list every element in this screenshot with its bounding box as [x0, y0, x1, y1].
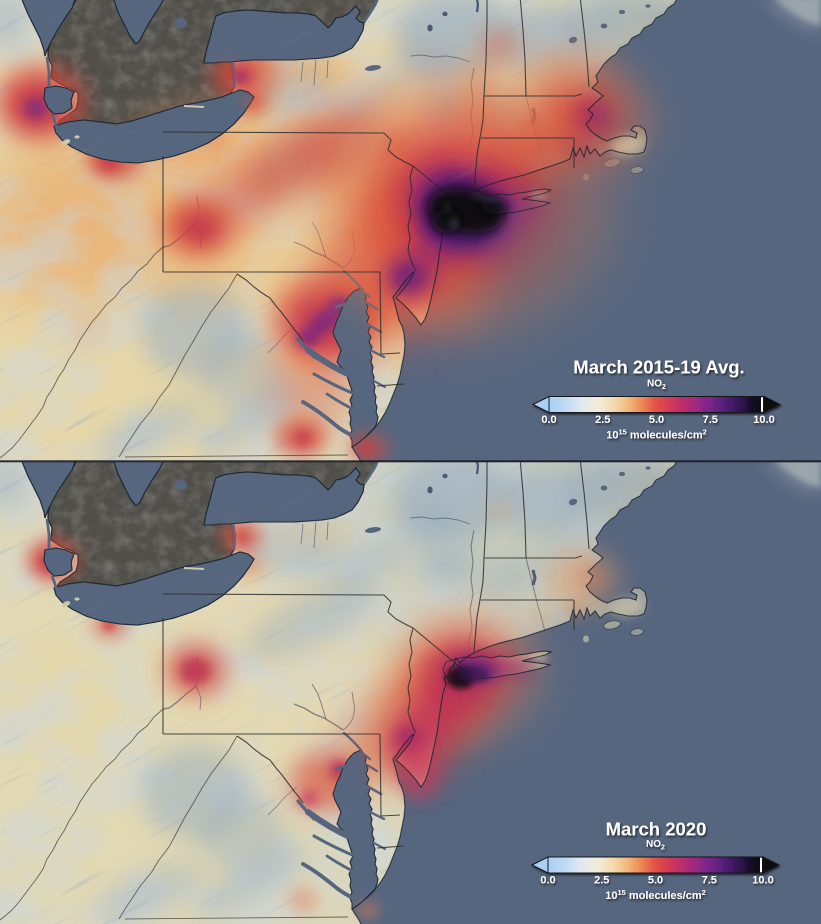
svg-text:March 2015-19 Avg.: March 2015-19 Avg.	[573, 357, 744, 378]
svg-text:March 2020: March 2020	[606, 819, 707, 840]
